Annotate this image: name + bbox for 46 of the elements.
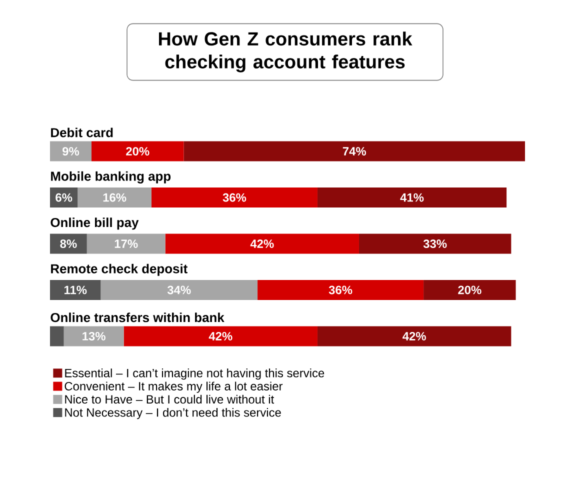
legend-label: Convenient – It makes my life a lot easier [64,382,283,393]
bar [50,280,101,300]
data-label: 17% [114,240,138,248]
y-tick-label: Online transfers within bank [50,312,224,322]
y-tick-label: Remote check deposit [51,264,188,276]
bar [100,280,258,300]
bar [50,326,64,346]
legend-label: Not Necessary – I don’t need this service [65,408,281,420]
data-label: 6% [56,193,72,202]
bar [86,234,166,254]
data-label: 20% [458,286,482,294]
bar [258,280,424,300]
y-tick-label: Online bill pay [50,218,139,230]
bar [165,234,359,254]
data-label: 42% [208,332,232,340]
y-tick-label: Mobile banking app [51,171,171,184]
legend-label: Essential – I can’t imagine not having this service [65,368,324,380]
data-label: 13% [82,332,106,340]
y-tick-label: Debit card [51,128,113,138]
data-label: 11% [64,286,87,294]
data-label: 74% [342,147,366,156]
data-label: 20% [126,147,150,156]
bar [50,141,92,162]
bar [92,141,184,162]
bar [184,141,526,162]
bar [424,280,516,300]
bar [50,234,87,254]
data-label: 16% [103,193,126,202]
bar [151,188,318,208]
data-label: 33% [423,240,447,248]
data-label: 36% [328,286,352,294]
bar [317,326,512,346]
data-label: 8% [60,240,77,248]
bar [124,326,318,346]
data-label: 36% [222,193,246,202]
bar [317,188,507,208]
data-label: 34% [167,286,191,294]
bar [64,326,124,346]
data-label: 41% [400,193,424,202]
data-label: 9% [62,147,80,156]
chart-title: How Gen Z consumers rank checking account features [158,32,412,72]
bar [78,188,152,208]
legend-label: Nice to Have – But I could live without it [65,394,274,404]
data-label: 42% [402,332,426,340]
bar [358,234,512,254]
data-label: 42% [250,240,274,248]
